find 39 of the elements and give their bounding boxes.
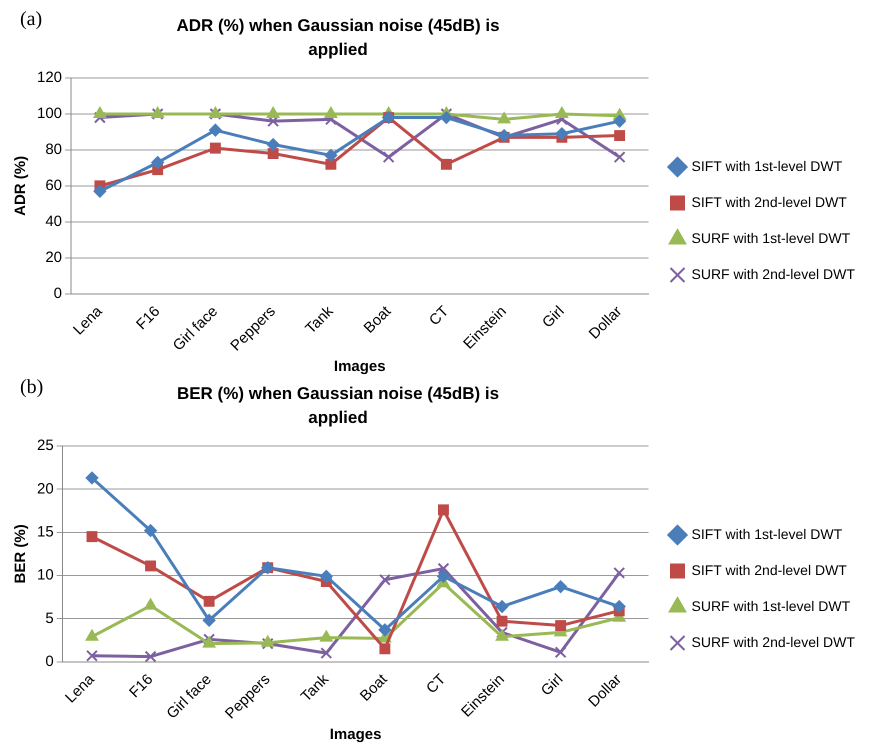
y-tick-label: 80 [45,141,62,158]
y-tick-label: 0 [54,284,62,302]
y-tick-label: 15 [36,523,54,540]
x-axis-title: Images [330,726,382,744]
legend-label: SURF with 2nd-level DWT [692,634,856,650]
y-tick-label: 120 [36,69,62,86]
y-tick-label: 5 [45,610,54,627]
legend-label: SIFT with 1st-level DWT [692,158,843,174]
x-tick-label: Girl [539,302,568,332]
legend-label: SURF with 2nd-level DWT [692,266,856,282]
legend-label: SIFT with 1st-level DWT [692,526,843,542]
x-tick-label: F16 [133,302,164,334]
y-tick-label: 100 [36,105,62,122]
y-axis-title: ADR (%) [12,156,30,216]
x-tick-label: F16 [126,670,156,702]
x-tick-label: CT [426,302,452,330]
y-tick-label: 20 [45,248,62,266]
x-tick-label: CT [423,670,450,698]
legend-label: SIFT with 2nd-level DWT [692,562,848,578]
text: (b) [20,376,44,399]
x-tick-label: Girl [538,670,566,700]
y-tick-label: 40 [45,212,62,230]
legend-label: SIFT with 2nd-level DWT [692,194,848,210]
legend-label: SURF with 1st-level DWT [692,598,851,614]
y-axis-title: BER (%) [12,524,30,584]
y-tick-label: 0 [45,652,54,670]
chart-title: ADR (%) when Gaussian noise (45dB) is applied [175,15,501,61]
x-tick-label: Tank [302,302,337,338]
chart-title: BER (%) when Gaussian noise (45dB) is applied [176,383,500,429]
y-tick-label: 20 [36,480,54,498]
x-axis-title: Images [334,358,386,376]
legend-label: SURF with 1st-level DWT [692,230,851,246]
y-tick-label: 25 [36,437,54,454]
y-tick-label: 60 [45,177,62,194]
x-tick-label: Girl face [170,302,222,354]
y-tick-label: 10 [36,566,54,584]
x-tick-label: Girl face [163,670,215,722]
text: (a) [20,8,42,31]
x-tick-label: Tank [298,670,332,706]
